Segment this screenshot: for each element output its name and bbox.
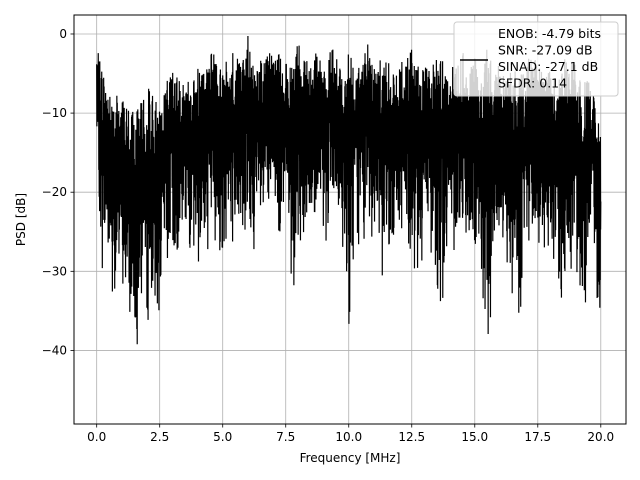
plot-frame xyxy=(73,14,627,425)
psd-line xyxy=(96,35,602,345)
series-psd xyxy=(96,35,602,345)
x-tick-label: 12.5 xyxy=(398,430,425,444)
y-tick-label: −10 xyxy=(42,106,67,120)
x-axis-label: Frequency [MHz] xyxy=(300,451,401,465)
legend-entry: SNR: -27.09 dB xyxy=(498,43,593,58)
legend-entry: SINAD: -27.1 dB xyxy=(498,59,598,74)
y-tick-label: −30 xyxy=(42,264,67,278)
x-tick-label: 10.0 xyxy=(335,430,362,444)
legend-entry: ENOB: -4.79 bits xyxy=(498,26,601,41)
x-tick-label: 15.0 xyxy=(461,430,488,444)
y-tick-label: 0 xyxy=(59,27,67,41)
legend-box xyxy=(453,21,619,97)
x-tick-label: 7.5 xyxy=(276,430,295,444)
x-tick-label: 20.0 xyxy=(587,430,614,444)
x-tick-label: 5.0 xyxy=(213,430,232,444)
x-tick-label: 0.0 xyxy=(87,430,106,444)
legend-entry: SFDR: 0.14 xyxy=(498,76,567,91)
x-tick-label: 2.5 xyxy=(150,430,169,444)
x-tick-label: 17.5 xyxy=(524,430,551,444)
y-axis-label: PSD [dB] xyxy=(14,193,28,246)
axis-ticks: 0.0 2.5 5.0 7.5 10.0 12.5 15.0 17.5 20.0 0 −10 −20 −… xyxy=(42,27,614,444)
y-tick-label: −40 xyxy=(42,343,67,357)
y-tick-label: −20 xyxy=(42,185,67,199)
